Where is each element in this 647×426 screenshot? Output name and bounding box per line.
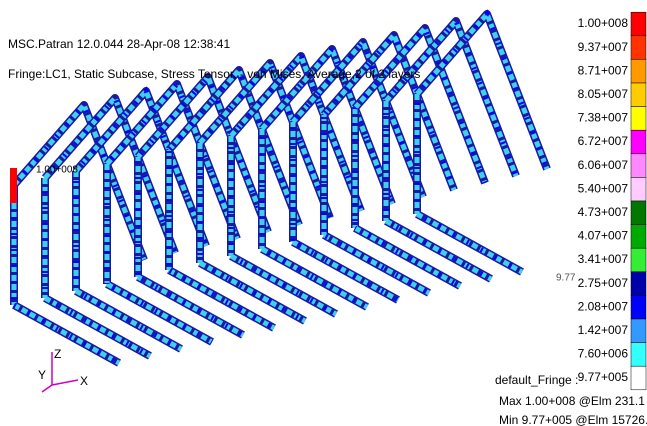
legend-swatch [631, 225, 646, 249]
legend-swatch [631, 107, 646, 131]
annotation: 9.77 [556, 273, 576, 284]
axis-triad: Z Y X [38, 347, 88, 392]
page: {"header": {"line1": "MSC.Patran 12.0.04… [0, 0, 647, 426]
legend-swatch [631, 248, 646, 272]
legend-label: 3.41+007 [578, 252, 629, 266]
legend-label: 1.42+007 [578, 323, 629, 337]
hot-element [10, 168, 17, 203]
legend-label: 9.77+005 [578, 370, 629, 384]
legend-label: 6.06+007 [578, 158, 629, 172]
axis-line [42, 385, 52, 392]
header-line: Fringe:LC1, Static Subcase, Stress Tenso… [8, 67, 420, 81]
legend-max: Max 1.00+008 @Elm 231.1 [499, 394, 645, 408]
legend-label: 4.73+007 [578, 205, 629, 219]
legend-swatch [631, 83, 646, 107]
legend-title: default_Fringe : [495, 373, 578, 387]
legend-swatch [631, 12, 646, 36]
legend-swatch [631, 59, 646, 83]
legend-label: 4.07+007 [578, 229, 629, 243]
legend-min: Min 9.77+005 @Elm 15726.1 [499, 413, 647, 426]
axis-label: X [80, 374, 88, 388]
legend: 1.00+008 9.37+007 8.71+007 8.05+007 7.38+007… [578, 12, 646, 390]
legend-label: 1.00+008 [578, 16, 629, 30]
legend-label: 2.75+007 [578, 276, 629, 290]
axis-label: Y [38, 368, 46, 382]
legend-label: 8.05+007 [578, 87, 629, 101]
legend-swatch [631, 154, 646, 178]
legend-label: 7.60+006 [578, 347, 629, 361]
legend-swatch [631, 177, 646, 201]
legend-swatch [631, 319, 646, 343]
axis-label: Z [54, 347, 61, 361]
legend-label: 5.40+007 [578, 181, 629, 195]
legend-swatch [631, 272, 646, 296]
legend-label: 8.71+007 [578, 63, 629, 77]
annotation: 1.00+008 [36, 165, 78, 176]
legend-label: 6.72+007 [578, 134, 629, 148]
legend-label: 2.08+007 [578, 299, 629, 313]
legend-label: 9.37+007 [578, 40, 629, 54]
legend-swatch [631, 130, 646, 154]
legend-swatch [631, 343, 646, 367]
legend-label: 7.38+007 [578, 111, 629, 125]
legend-swatch [631, 36, 646, 60]
viewport: MSC.Patran 12.0.044 28-Apr-08 12:38:41 F… [0, 0, 647, 426]
legend-swatch [631, 366, 646, 390]
legend-swatch [631, 295, 646, 319]
axis-line [52, 380, 78, 385]
legend-swatch [631, 201, 646, 225]
header-line: MSC.Patran 12.0.044 28-Apr-08 12:38:41 [8, 37, 230, 51]
